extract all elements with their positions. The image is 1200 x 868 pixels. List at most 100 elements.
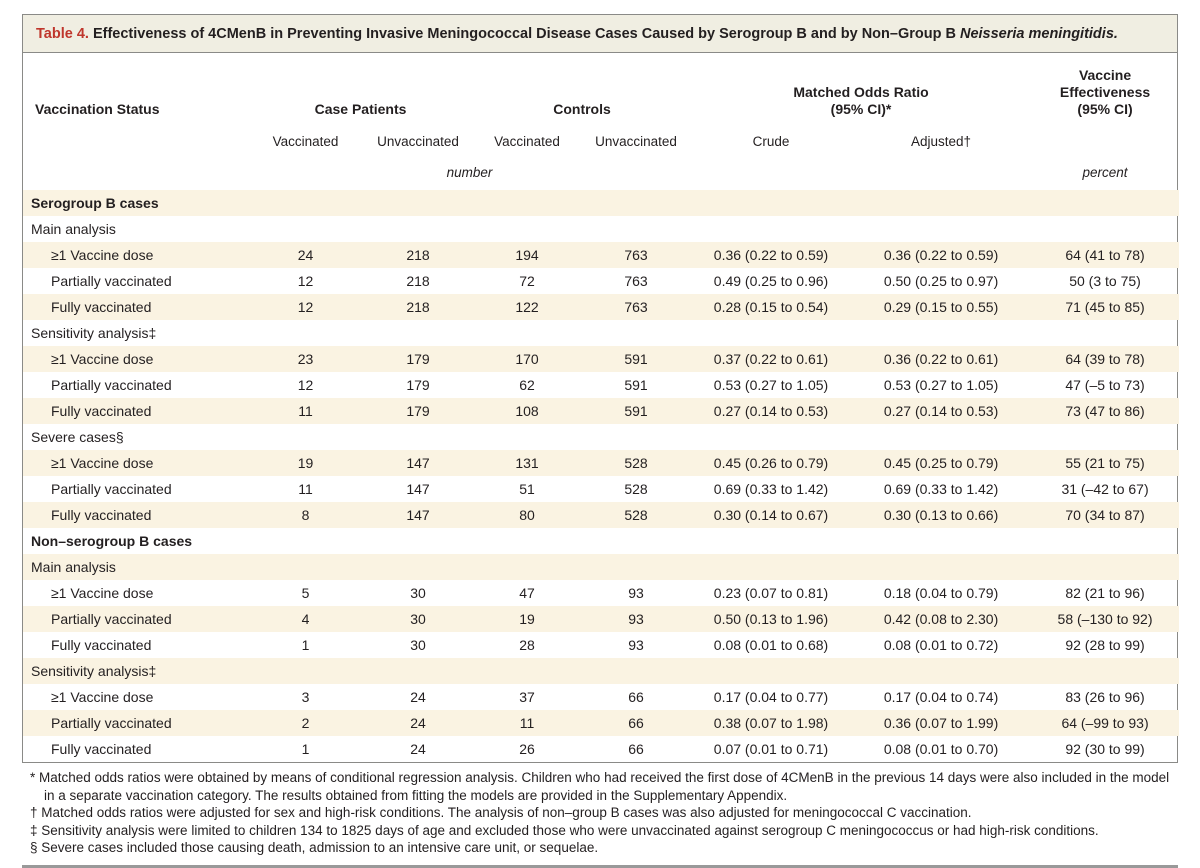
- table-box: Table 4. Effectiveness of 4CMenB in Prev…: [22, 14, 1180, 763]
- row-label: Sensitivity analysis‡: [31, 325, 157, 341]
- cell-value: 218: [406, 247, 430, 263]
- table-row: Fully vaccinated 12 218 122 763 0.28 (0.15 to…: [23, 294, 1180, 320]
- row-label: Fully vaccinated: [51, 637, 152, 653]
- cell-value: 170: [515, 351, 539, 367]
- cell-value: 47 (–5 to 73): [1065, 377, 1145, 393]
- cell-value: 11: [519, 715, 535, 731]
- footnote: ‡ Sensitivity analysis were limited to c…: [30, 822, 1099, 838]
- cell-value: 0.27 (0.14 to 0.53): [713, 403, 829, 419]
- section-filler: [248, 658, 1179, 684]
- row-label: Serogroup B cases: [31, 195, 159, 211]
- header-mor-line2: (95% CI)*: [830, 101, 892, 117]
- subheader-ctrl-vaccinated: Vaccinated: [494, 134, 560, 149]
- header-mor-line1: Matched Odds Ratio: [793, 84, 929, 100]
- table-row: Partially vaccinated 11 147 51 528 0.69 (0.33…: [23, 476, 1179, 502]
- cell-value: 12: [297, 377, 314, 393]
- cell-value: 5: [301, 585, 310, 601]
- cell-value: 12: [297, 273, 314, 289]
- cell-value: 30: [410, 637, 426, 653]
- cell-value: 0.42 (0.08 to 2.30): [883, 611, 999, 627]
- table-row: Fully vaccinated 1 24 26 66 0.07 (0.01 to 0.7…: [23, 736, 1179, 762]
- cell-value: 83 (26 to 96): [1065, 689, 1145, 705]
- cell-value: 93: [628, 611, 644, 627]
- cell-value: 71 (45 to 85): [1065, 299, 1145, 315]
- table-title-text: Effectiveness of 4CMenB in Preventing In…: [88, 26, 960, 42]
- cell-value: 0.27 (0.14 to 0.53): [883, 403, 999, 419]
- cell-value: 0.23 (0.07 to 0.81): [713, 585, 829, 601]
- cell-value: 51: [519, 481, 535, 497]
- cell-value: 1: [301, 741, 310, 757]
- cell-value: 179: [406, 377, 430, 393]
- cell-value: 0.49 (0.25 to 0.96): [713, 273, 829, 289]
- table-row: Partially vaccinated 4 30 19 93 0.50 (0.13 to…: [23, 606, 1180, 632]
- cell-value: 0.37 (0.22 to 0.61): [713, 351, 829, 367]
- cell-value: 0.69 (0.33 to 1.42): [713, 481, 829, 497]
- cell-value: 0.08 (0.01 to 0.68): [713, 637, 829, 653]
- unit-percent: percent: [1082, 165, 1128, 180]
- cell-value: 23: [297, 351, 314, 367]
- cell-value: 30: [410, 611, 426, 627]
- cell-value: 0.50 (0.13 to 1.96): [713, 611, 829, 627]
- table-row: ≥1 Vaccine dose 3 24 37 66 0.17 (0.04 to 0.77…: [23, 684, 1179, 710]
- header-case-patients: Case Patients: [314, 101, 407, 117]
- footnote: § Severe cases included those causing de…: [30, 840, 599, 855]
- cell-value: 50 (3 to 75): [1069, 273, 1141, 289]
- table-row: Fully vaccinated 11 179 108 591 0.27 (0.14 to…: [23, 398, 1180, 424]
- cell-value: 24: [410, 715, 426, 731]
- cell-value: 179: [406, 403, 430, 419]
- table-row: Fully vaccinated 1 30 28 93 0.08 (0.01 to 0.6…: [23, 632, 1179, 658]
- header-spacer: [1031, 120, 1179, 153]
- cell-value: 147: [406, 455, 430, 471]
- cell-value: 763: [624, 273, 648, 289]
- cell-value: 0.29 (0.15 to 0.55): [883, 299, 999, 315]
- table-row: ≥1 Vaccine dose 24 218 194 763 0.36 (0.22 to …: [23, 242, 1180, 268]
- cell-value: 1: [301, 637, 310, 653]
- cell-value: 37: [519, 689, 535, 705]
- cell-value: 0.45 (0.26 to 0.79): [713, 455, 829, 471]
- unit-number: number: [446, 165, 493, 180]
- section-filler: [248, 320, 1179, 346]
- cell-value: 24: [410, 741, 426, 757]
- subheader-adjusted: Adjusted†: [911, 134, 972, 149]
- row-label: Fully vaccinated: [51, 741, 152, 757]
- section-filler: [248, 216, 1179, 242]
- table-row: ≥1 Vaccine dose 5 30 47 93 0.23 (0.07 to 0.81…: [23, 580, 1179, 606]
- cell-value: 0.30 (0.13 to 0.66): [883, 507, 999, 523]
- cell-value: 147: [406, 507, 430, 523]
- row-label: Partially vaccinated: [51, 377, 172, 393]
- cell-value: 0.50 (0.25 to 0.97): [883, 273, 999, 289]
- table-number-label: Table 4.: [36, 26, 89, 42]
- cell-value: 194: [515, 247, 539, 263]
- cell-value: 26: [519, 741, 535, 757]
- cell-value: 70 (34 to 87): [1065, 507, 1145, 523]
- cell-value: 0.69 (0.33 to 1.42): [883, 481, 999, 497]
- cell-value: 82 (21 to 96): [1065, 585, 1145, 601]
- header-ve-line2: (95% CI): [1077, 101, 1133, 117]
- cell-value: 591: [624, 377, 648, 393]
- cell-value: 0.30 (0.14 to 0.67): [713, 507, 829, 523]
- cell-value: 3: [301, 689, 310, 705]
- cell-value: 0.08 (0.01 to 0.70): [883, 741, 999, 757]
- cell-value: 0.28 (0.15 to 0.54): [713, 299, 829, 315]
- cell-value: 0.36 (0.22 to 0.61): [883, 351, 999, 367]
- table-row: Severe cases§: [23, 424, 1179, 450]
- results-table: Vaccination Status Case Patients Control…: [23, 53, 1180, 762]
- row-label: Main analysis: [31, 221, 116, 237]
- subheader-crude: Crude: [752, 134, 790, 149]
- cell-value: 8: [301, 507, 310, 523]
- table-body: Serogroup B cases Main analysis ≥1 Vaccine…: [23, 190, 1180, 762]
- section-filler: [248, 528, 1179, 554]
- cell-value: 147: [406, 481, 430, 497]
- cell-value: 0.17 (0.04 to 0.74): [883, 689, 999, 705]
- cell-value: 0.18 (0.04 to 0.79): [883, 585, 999, 601]
- cell-value: 528: [624, 481, 648, 497]
- cell-value: 0.08 (0.01 to 0.72): [883, 637, 999, 653]
- table-row: Main analysis: [23, 554, 1180, 580]
- table-row: Partially vaccinated 12 179 62 591 0.53 (0.27…: [23, 372, 1179, 398]
- cell-value: 763: [624, 299, 648, 315]
- cell-value: 528: [624, 507, 648, 523]
- cell-value: 47: [519, 585, 535, 601]
- table-title: Table 4. Effectiveness of 4CMenB in Prev…: [23, 15, 1177, 53]
- cell-value: 93: [628, 585, 644, 601]
